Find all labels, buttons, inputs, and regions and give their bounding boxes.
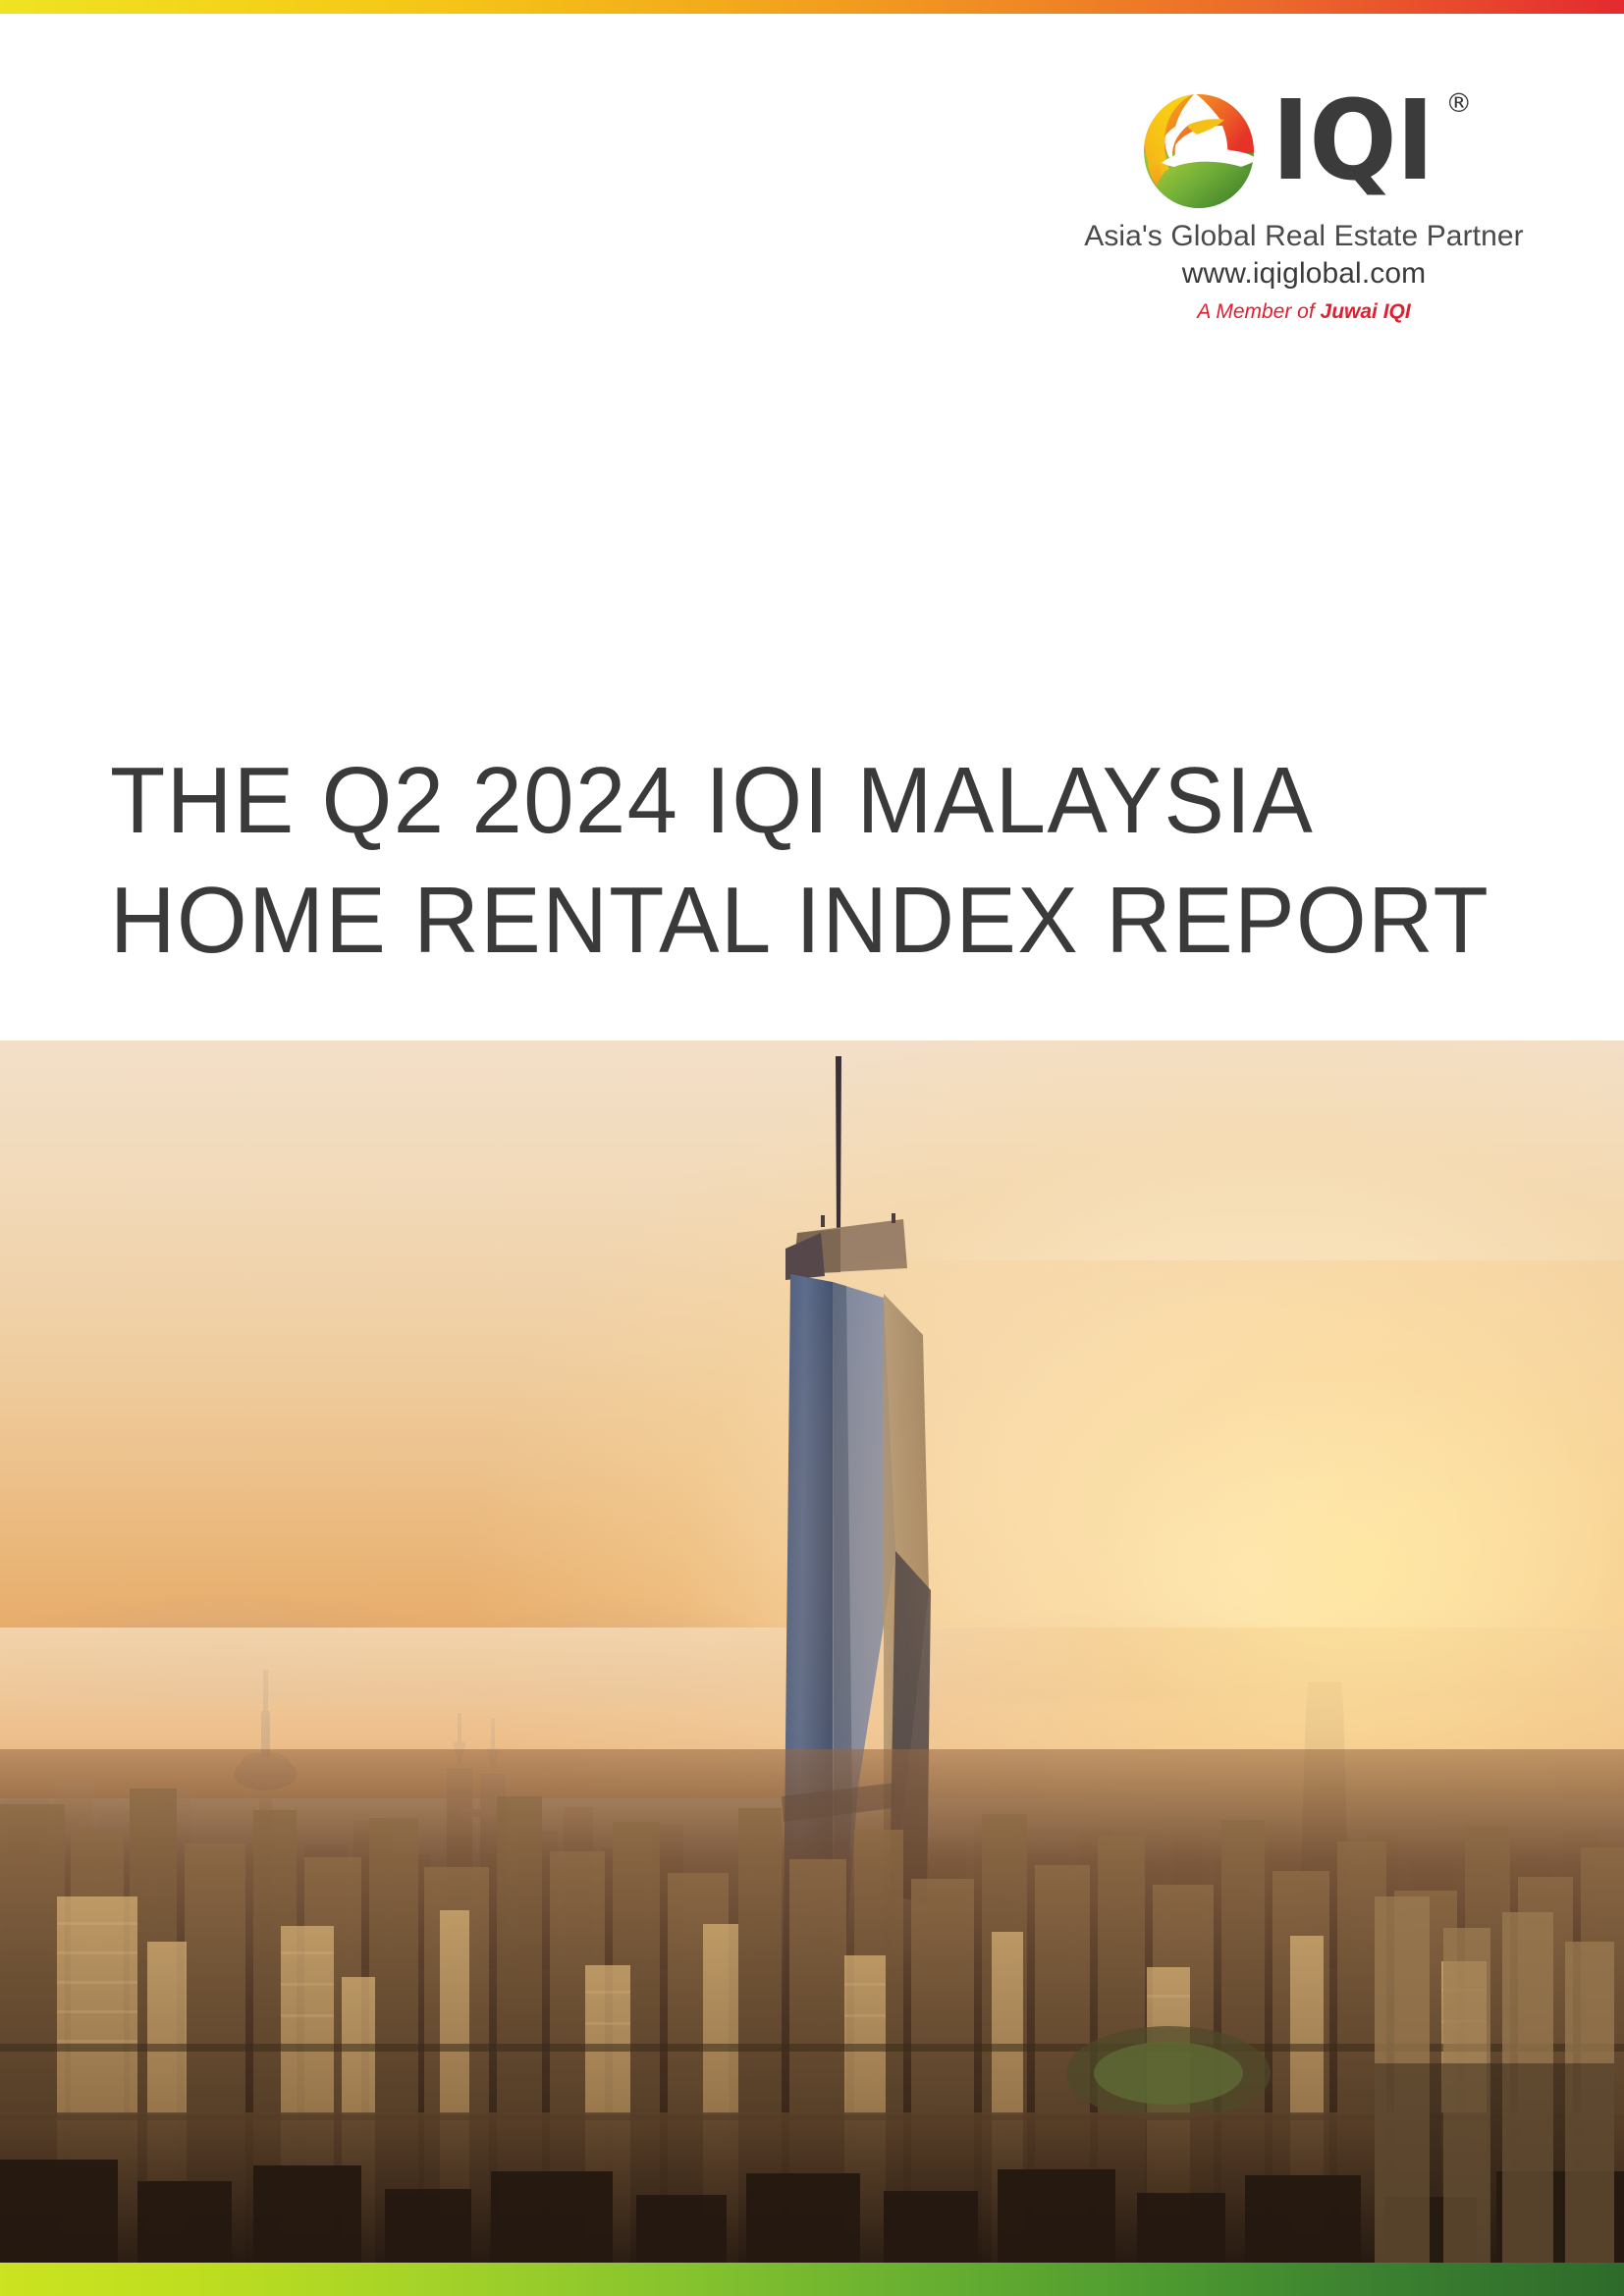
iqi-wordmark: IQI ® <box>1272 86 1473 196</box>
page-title-line-2: HOME RENTAL INDEX REPORT <box>110 868 1490 973</box>
page-title-line-1: THE Q2 2024 IQI MALAYSIA <box>110 748 1315 853</box>
logo-member-line: A Member of Juwai IQI <box>1058 297 1549 327</box>
iqi-logo-block: IQI ® Asia's Global Real Estate Partner … <box>1058 84 1549 327</box>
iqi-wordmark-letters: IQI <box>1271 78 1435 205</box>
bottom-gradient-rule <box>0 2263 1624 2296</box>
logo-tagline: Asia's Global Real Estate Partner <box>1084 220 1524 252</box>
iqi-globe-icon <box>1136 90 1262 212</box>
page-title: THE Q2 2024 IQI MALAYSIA HOME RENTAL IND… <box>110 741 1534 981</box>
registered-trademark-icon: ® <box>1445 88 1473 119</box>
photo-foreground-city <box>0 1749 1624 2263</box>
logo-website[interactable]: www.iqiglobal.com <box>1181 257 1427 290</box>
stadium-shape <box>1066 2026 1271 2121</box>
member-prefix: A Member of <box>1197 300 1321 323</box>
member-brand: Juwai IQI <box>1320 300 1411 323</box>
logo-lockup: IQI ® <box>1058 84 1549 208</box>
top-gradient-rule <box>0 0 1624 14</box>
kuala-lumpur-skyline-photo <box>0 1041 1624 2263</box>
